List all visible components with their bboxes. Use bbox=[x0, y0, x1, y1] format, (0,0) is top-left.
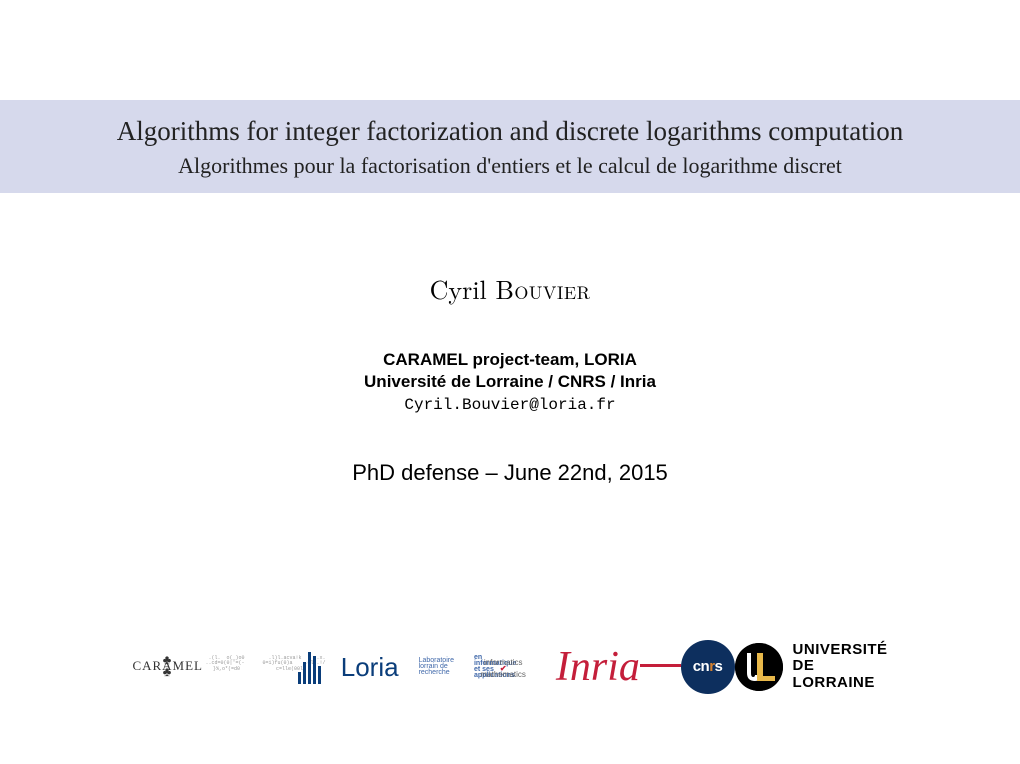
cnrs-logo: cnrs bbox=[681, 640, 735, 694]
title-subtitle: Algorithmes pour la factorisation d'enti… bbox=[20, 153, 1000, 179]
loria-tagline-1: Laboratoire lorrain de recherche bbox=[419, 658, 454, 676]
affiliation-team: CARAMEL project-team, LORIA bbox=[0, 350, 1020, 370]
loria-name: Loria bbox=[341, 664, 399, 670]
inria-tagline: informatics ✔ mathematics bbox=[481, 660, 556, 678]
author-email: Cyril.Bouvier@loria.fr bbox=[0, 396, 1020, 414]
universite-lorraine-logo: UNIVERSITÉ DE LORRAINE bbox=[735, 642, 888, 692]
affiliation-block: CARAMEL project-team, LORIA Université d… bbox=[0, 350, 1020, 414]
author-lastname: Bouvier bbox=[495, 270, 590, 307]
caramel-title: ♣ CARAMEL ♣ bbox=[132, 657, 202, 675]
author-name: Cyril Bouvier bbox=[0, 270, 1020, 307]
ul-line1: UNIVERSITÉ bbox=[793, 642, 888, 659]
cnrs-text: cnrs bbox=[693, 664, 723, 670]
title-block: Algorithms for integer factorization and… bbox=[0, 100, 1020, 193]
cnrs-logo-wrapper: cnrs bbox=[681, 640, 735, 694]
inria-name: Inria bbox=[556, 646, 640, 688]
inria-logo: informatics ✔ mathematics Inria bbox=[481, 646, 681, 688]
ul-line2: DE LORRAINE bbox=[793, 658, 888, 691]
inria-underline-icon bbox=[640, 664, 681, 667]
author-firstname: Cyril bbox=[430, 270, 496, 307]
ul-mark-icon bbox=[735, 643, 783, 691]
caramel-logo: ♣ CARAMEL ♣ .(l. o(_)o0 .l)l.acva!k .x. … bbox=[425, 629, 595, 704]
ul-text: UNIVERSITÉ DE LORRAINE bbox=[793, 642, 888, 692]
loria-bars-icon bbox=[298, 648, 321, 684]
affiliation-univ: Université de Lorraine / CNRS / Inria bbox=[0, 372, 1020, 392]
loria-logo: Loria Laboratoire lorrain de recherche e… bbox=[326, 648, 481, 686]
event-line: PhD defense – June 22nd, 2015 bbox=[0, 460, 1020, 486]
logo-row: ♣ CARAMEL ♣ .(l. o(_)o0 .l)l.acva!k .x. … bbox=[0, 629, 1020, 704]
title-main: Algorithms for integer factorization and… bbox=[20, 116, 1000, 147]
